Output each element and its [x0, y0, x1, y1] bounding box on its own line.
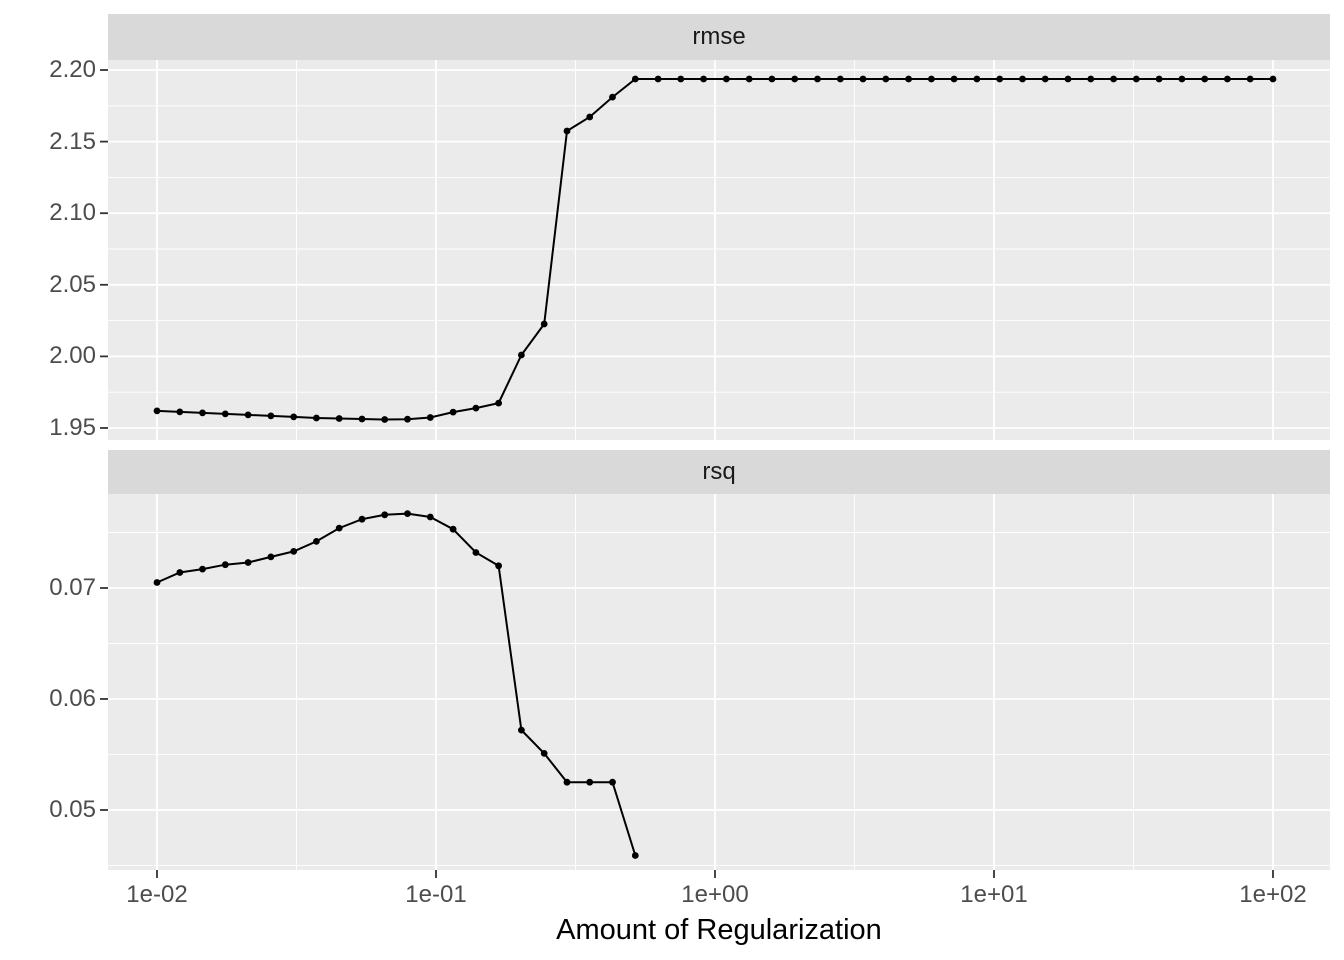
- y-tick-label: 2.20: [49, 56, 96, 84]
- data-point-rmse: [358, 415, 366, 423]
- x-axis-title: Amount of Regularization: [556, 914, 882, 946]
- data-point-rmse: [631, 75, 639, 83]
- data-point-rsq: [426, 513, 434, 521]
- data-point-rsq: [472, 549, 480, 556]
- data-point-rmse: [1087, 75, 1095, 83]
- y-tick-label: 0.06: [49, 684, 96, 712]
- data-point-rmse: [973, 75, 981, 83]
- data-point-rmse: [244, 411, 252, 419]
- data-point-rmse: [335, 415, 343, 422]
- data-point-rmse: [882, 75, 890, 83]
- data-point-rmse: [1019, 75, 1026, 83]
- data-point-rmse: [677, 75, 685, 83]
- data-point-rmse: [700, 75, 707, 83]
- data-point-rmse: [791, 75, 799, 83]
- data-point-rmse: [404, 415, 411, 423]
- x-tick-label: 1e-01: [405, 881, 467, 908]
- data-point-rmse: [313, 414, 320, 422]
- x-tick-label: 1e+00: [681, 881, 749, 908]
- data-point-rmse: [1224, 75, 1231, 83]
- facet-strip-rsq: rsq: [108, 450, 1330, 494]
- y-tick-label: 2.00: [49, 342, 96, 370]
- data-point-rmse: [723, 75, 730, 83]
- y-tick-label: 0.07: [49, 574, 96, 601]
- data-point-rsq: [290, 548, 298, 555]
- data-point-rmse: [1201, 75, 1209, 83]
- facet-strip-rmse: rmse: [108, 14, 1330, 60]
- data-point-rmse: [1178, 75, 1186, 83]
- data-point-rmse: [199, 409, 206, 417]
- data-point-rsq: [176, 569, 184, 576]
- data-point-rmse: [950, 75, 958, 83]
- data-point-rmse: [768, 75, 776, 83]
- data-point-rmse: [1246, 75, 1254, 83]
- y-tick-label: 2.10: [49, 199, 96, 227]
- data-point-rmse: [540, 320, 548, 328]
- data-point-rmse: [859, 75, 867, 83]
- data-point-rsq: [199, 565, 206, 573]
- data-point-rsq: [563, 778, 571, 786]
- data-point-rmse: [609, 93, 616, 101]
- data-point-rmse: [495, 399, 502, 407]
- data-point-rsq: [313, 538, 320, 545]
- data-point-rmse: [586, 113, 594, 121]
- facet-strip-rmse-label: rmse: [692, 23, 746, 50]
- data-point-rsq: [244, 559, 252, 566]
- data-point-rmse: [1110, 75, 1117, 83]
- data-point-rmse: [928, 75, 935, 83]
- data-point-rsq: [518, 726, 525, 734]
- x-tick-label: 1e+02: [1239, 881, 1307, 908]
- data-point-rmse: [426, 414, 434, 421]
- x-tick-label: 1e-02: [126, 881, 188, 908]
- data-point-rmse: [221, 410, 229, 418]
- data-point-rmse: [472, 404, 480, 412]
- data-point-rsq: [335, 524, 343, 532]
- facet-strip-rsq-label: rsq: [702, 458, 736, 485]
- data-point-rmse: [518, 351, 525, 359]
- data-point-rsq: [221, 561, 229, 569]
- data-point-rmse: [1064, 75, 1072, 83]
- data-point-rsq: [609, 778, 616, 786]
- data-point-rsq: [404, 510, 411, 517]
- series-line-rmse: [156, 78, 1273, 421]
- data-point-rsq: [153, 579, 161, 586]
- data-point-rsq: [358, 515, 366, 523]
- data-point-rsq: [449, 525, 457, 533]
- data-point-rsq: [267, 553, 275, 561]
- data-point-rmse: [836, 75, 844, 83]
- data-point-rmse: [814, 75, 821, 83]
- data-point-rmse: [996, 75, 1004, 83]
- data-point-rmse: [381, 416, 389, 423]
- data-point-rsq: [540, 750, 548, 757]
- data-point-rmse: [905, 75, 912, 83]
- data-point-rmse: [1269, 75, 1277, 83]
- data-point-rsq: [381, 511, 389, 519]
- x-tick-label: 1e+01: [960, 881, 1028, 908]
- y-tick-label: 2.15: [49, 127, 96, 155]
- y-tick-label: 0.05: [49, 795, 96, 823]
- data-point-rmse: [267, 412, 275, 420]
- panel-bg-rmse: [108, 60, 1330, 440]
- data-point-rmse: [1132, 75, 1140, 83]
- data-point-rmse: [153, 407, 161, 415]
- data-point-rsq: [495, 562, 502, 570]
- series-line-rsq: [156, 512, 637, 856]
- data-point-rmse: [1041, 75, 1049, 83]
- data-point-rsq: [586, 778, 594, 786]
- y-tick-label: 2.05: [49, 270, 96, 298]
- data-point-rmse: [745, 75, 753, 83]
- data-point-rmse: [563, 127, 571, 135]
- data-point-rmse: [1155, 75, 1163, 83]
- y-tick-label: 1.95: [49, 413, 96, 441]
- data-point-rsq: [631, 852, 639, 859]
- data-point-rmse: [449, 408, 457, 416]
- panel-bg-rsq: [108, 494, 1330, 870]
- data-point-rmse: [176, 408, 184, 416]
- data-point-rmse: [654, 75, 662, 83]
- data-point-rmse: [290, 413, 298, 421]
